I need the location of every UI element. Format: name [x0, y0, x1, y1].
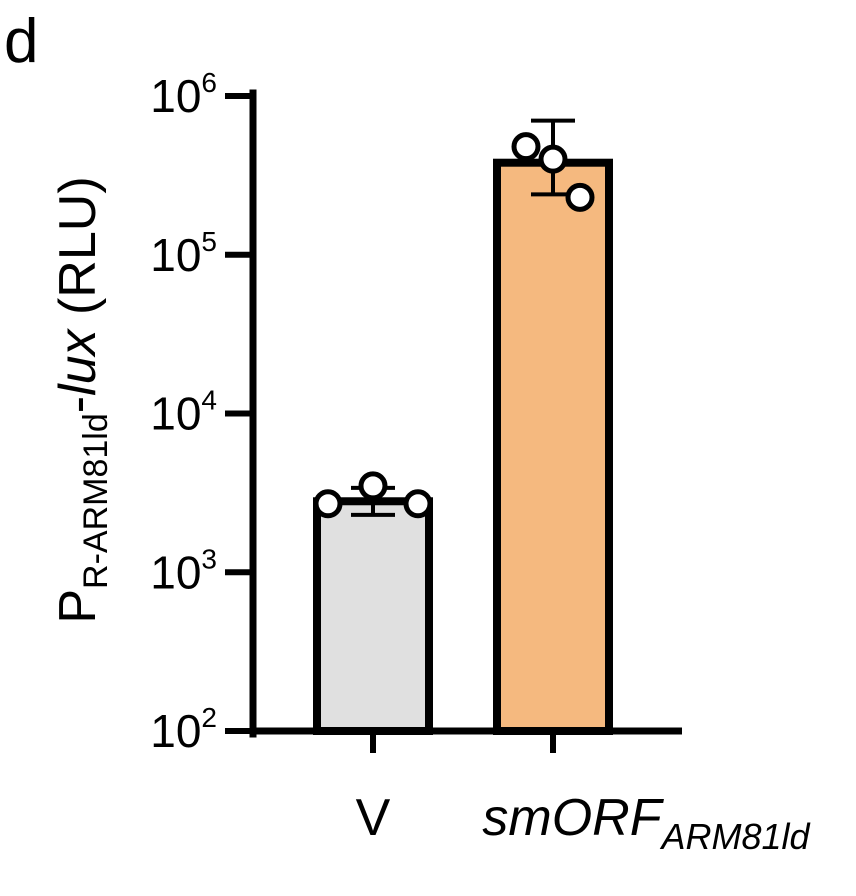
y-tick-label: 104 — [150, 385, 217, 440]
x-tick-label: smORFARM81ld — [482, 789, 810, 857]
y-axis-label-mid: - — [49, 396, 107, 413]
y-axis-label: PR-ARM81ld-lux (RLU) — [49, 176, 115, 623]
x-tick-label: V — [356, 789, 391, 847]
data-point — [538, 144, 568, 174]
y-tick-label: 102 — [150, 702, 217, 757]
y-axis-label-suffix: (RLU) — [49, 176, 107, 329]
y-axis-label-italic: lux — [49, 327, 107, 395]
panel-letter: d — [4, 7, 38, 76]
data-point — [511, 132, 541, 162]
chart-marks — [313, 118, 613, 736]
data-point — [313, 489, 343, 519]
bar — [493, 158, 613, 735]
axes: 102 103 104 105 106 V smORFARM81ld — [150, 67, 810, 857]
y-axis-label-main: P — [49, 589, 107, 624]
data-point — [403, 489, 433, 519]
y-tick-label: 105 — [150, 226, 217, 281]
y-tick-label: 103 — [150, 543, 217, 598]
bar — [313, 497, 433, 736]
y-tick-label: 106 — [150, 67, 217, 122]
y-axis-label-subscript: R-ARM81ld — [77, 413, 115, 589]
data-point — [565, 182, 595, 212]
data-point — [358, 471, 388, 501]
